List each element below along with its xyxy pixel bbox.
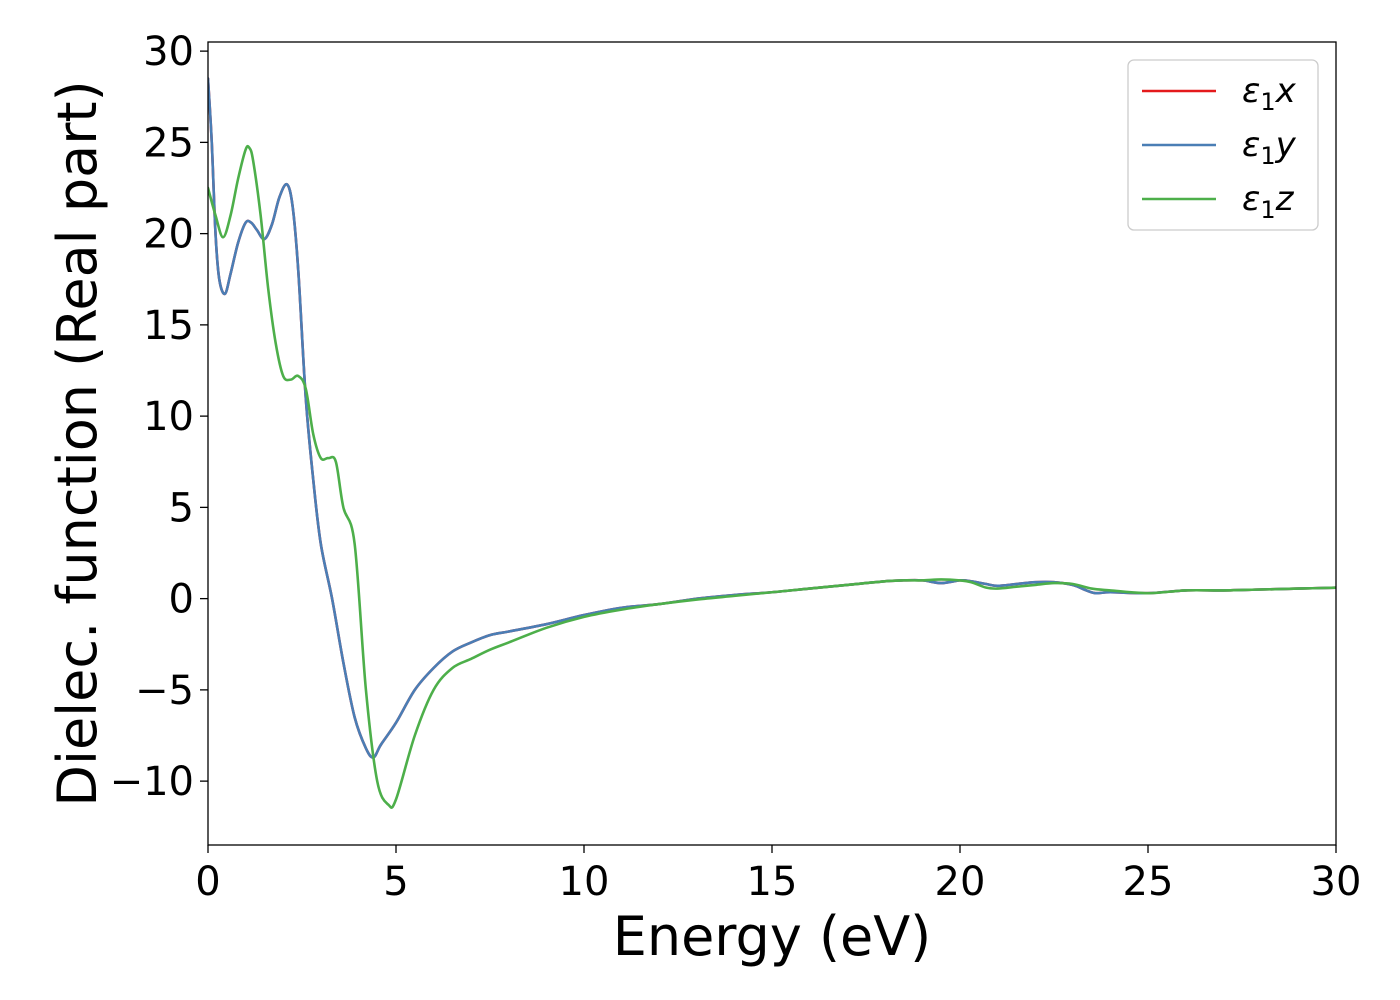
- legend-box: [1127, 59, 1319, 231]
- legend-suffix: y: [1275, 125, 1297, 165]
- x-tick-label: 10: [559, 859, 610, 905]
- x-tick-label: 25: [1123, 859, 1174, 905]
- series-line-z: [208, 144, 1336, 809]
- y-tick-label: −10: [110, 759, 194, 805]
- legend-symbol: ε: [1242, 125, 1260, 165]
- x-tick-label: 20: [935, 859, 986, 905]
- legend-entry-z: ε1z: [1242, 179, 1295, 224]
- legend-subscript: 1: [1260, 88, 1275, 116]
- legend-suffix: x: [1275, 71, 1297, 111]
- y-axis: −10 −5 0 5 10 15 20 25 30: [110, 29, 208, 805]
- x-tick-label: 30: [1311, 859, 1362, 905]
- legend-subscript: 1: [1260, 142, 1275, 170]
- x-tick-label: 15: [747, 859, 798, 905]
- y-tick-label: 5: [169, 485, 194, 531]
- x-tick-label: 0: [195, 859, 220, 905]
- legend-symbol: ε: [1242, 71, 1260, 111]
- x-axis: 0 5 10 15 20 25 30: [195, 845, 1361, 905]
- plot-area: [208, 77, 1336, 809]
- y-axis-label: Dielec. function (Real part): [46, 80, 109, 806]
- y-tick-label: 25: [143, 120, 194, 166]
- legend-suffix: z: [1275, 179, 1295, 219]
- y-tick-label: 0: [169, 577, 194, 623]
- x-tick-label: 5: [383, 859, 408, 905]
- y-tick-label: −5: [135, 668, 194, 714]
- series-line-y: [208, 77, 1336, 759]
- legend-entry-y: ε1y: [1242, 125, 1297, 170]
- y-tick-label: 20: [143, 212, 194, 258]
- y-tick-label: 10: [143, 394, 194, 440]
- y-tick-label: 15: [143, 303, 194, 349]
- x-axis-label: Energy (eV): [613, 905, 932, 968]
- legend-subscript: 1: [1260, 196, 1275, 224]
- legend-symbol: ε: [1242, 179, 1260, 219]
- legend-entry-x: ε1x: [1242, 71, 1297, 116]
- y-tick-label: 30: [143, 29, 194, 75]
